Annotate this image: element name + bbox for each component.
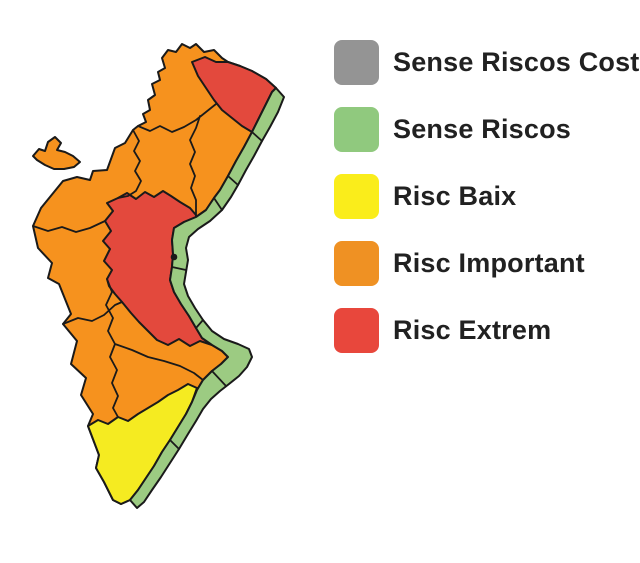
legend-item-risc-important: Risc Important (334, 241, 640, 286)
legend-label-risc-extrem: Risc Extrem (393, 315, 552, 345)
orange-swatch (334, 241, 379, 286)
valencia-region-risk-map (32, 43, 285, 509)
region-ademuz-exclave (32, 136, 81, 170)
legend-label-risc-baix: Risc Baix (393, 181, 517, 211)
legend-item-sense-riscos: Sense Riscos (334, 107, 640, 152)
gray-swatch (334, 40, 379, 85)
city-marker-dot (170, 253, 178, 261)
legend-item-risc-extrem: Risc Extrem (334, 308, 640, 353)
coastal-segment-dividers (169, 131, 263, 450)
legend-label-risc-important: Risc Important (393, 248, 585, 278)
green-swatch (334, 107, 379, 152)
region-coastal-strip (129, 87, 285, 509)
legend-label-sense-riscos: Sense Riscos (393, 114, 571, 144)
legend-item-risc-baix: Risc Baix (334, 174, 640, 219)
red-swatch (334, 308, 379, 353)
legend-label-sense-riscos-costa: Sense Riscos Costaners (393, 47, 640, 77)
legend-item-sense-riscos-costa: Sense Riscos Costaners (334, 40, 640, 85)
comarca-border-lines (32, 103, 217, 418)
risk-legend: Sense Riscos Costaners Sense Riscos Risc… (334, 40, 640, 353)
yellow-swatch (334, 174, 379, 219)
